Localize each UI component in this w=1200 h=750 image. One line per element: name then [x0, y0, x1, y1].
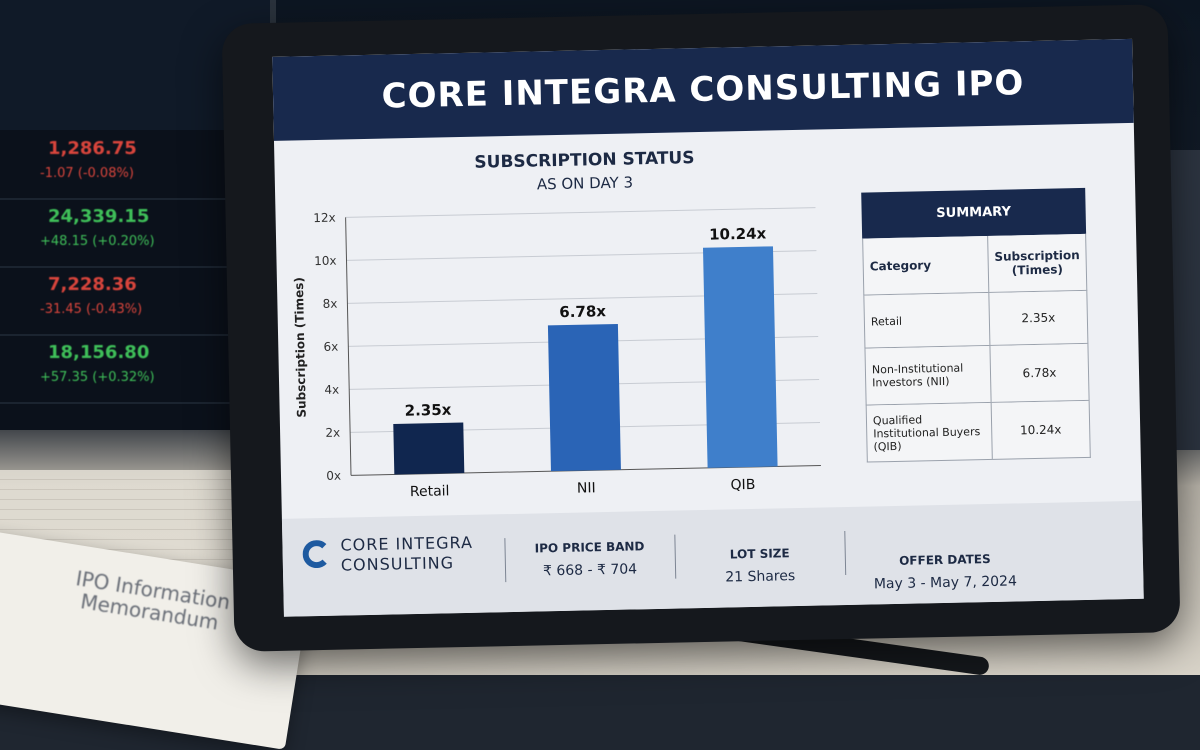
ticker-row: 24,339.15 +48.15 (+0.20%)	[0, 200, 270, 268]
summary-header-category: Category	[863, 235, 990, 295]
chart-subtitle: AS ON DAY 3	[536, 173, 634, 194]
summary-category: Non-Institutional Investors (NII)	[865, 345, 992, 405]
company-name-line2: CONSULTING	[340, 553, 455, 575]
company-name-line1: CORE INTEGRA	[340, 532, 474, 555]
bar-qib	[702, 246, 778, 468]
lot-size-label: LOT SIZE	[729, 546, 790, 562]
y-tick-label: 6x	[323, 340, 338, 354]
ticker-price: 24,339.15	[48, 206, 150, 227]
y-tick-label: 8x	[323, 297, 338, 311]
bar-data-label: 2.35x	[404, 401, 451, 420]
subscription-bar-chart: 0x 2x 4x 6x 8x 10x 12x Subscription (Times) 2.35…	[292, 207, 821, 500]
bar-data-label: 6.78x	[559, 302, 606, 321]
ticker-row: 18,156.80 +57.35 (+0.32%)	[0, 336, 270, 404]
price-band-label: IPO PRICE BAND	[534, 539, 645, 556]
bar-nii	[547, 323, 621, 472]
summary-row: Retail 2.35x	[863, 290, 1089, 349]
summary-table: SUMMARY Category Subscription (Times) Re…	[861, 187, 1091, 463]
summary-category: Retail	[864, 292, 991, 348]
y-tick-label: 4x	[324, 383, 339, 397]
summary-header-row: Category Subscription (Times)	[862, 233, 1088, 296]
summary-header-subscription: Subscription (Times)	[994, 248, 1080, 278]
ticker-row: 7,228.36 -31.45 (-0.43%)	[0, 268, 270, 336]
price-band-value: ₹ 668 - ₹ 704	[542, 561, 638, 580]
x-tick-label: Retail	[410, 483, 450, 500]
ticker-price: 1,286.75	[48, 138, 137, 159]
summary-category: Qualified Institutional Buyers (QIB)	[866, 402, 993, 462]
tablet-screen: CORE INTEGRA CONSULTING IPO SUBSCRIPTION…	[272, 38, 1144, 617]
footer-divider	[844, 531, 847, 576]
footer-divider	[504, 538, 507, 583]
ticker-change: +57.35 (+0.32%)	[40, 370, 155, 385]
offer-dates-label: OFFER DATES	[898, 551, 991, 568]
bar-retail	[393, 422, 465, 475]
ticker-price: 7,228.36	[48, 274, 137, 295]
summary-row: Qualified Institutional Buyers (QIB) 10.…	[865, 400, 1091, 463]
footer-divider	[674, 534, 677, 579]
tablet-device: CORE INTEGRA CONSULTING IPO SUBSCRIPTION…	[221, 4, 1181, 652]
presentation-title: CORE INTEGRA CONSULTING IPO	[381, 63, 1025, 117]
y-axis-title: Subscription (Times)	[292, 277, 309, 418]
y-tick-label: 10x	[314, 254, 337, 268]
summary-value: 6.78x	[1022, 365, 1057, 381]
ticker-row: 1,286.75 -1.07 (-0.08%)	[0, 132, 270, 200]
title-banner: CORE INTEGRA CONSULTING IPO	[272, 38, 1134, 141]
ticker-change: -31.45 (-0.43%)	[40, 302, 143, 317]
ticker-change: +48.15 (+0.20%)	[40, 234, 155, 249]
chart-title: SUBSCRIPTION STATUS	[474, 148, 695, 173]
ipo-details-footer: CORE INTEGRA CONSULTING IPO PRICE BAND ₹…	[281, 500, 1144, 617]
memo-title: IPO Information Memorandum	[74, 566, 232, 635]
y-tick-label: 0x	[326, 469, 341, 483]
offer-dates-value: May 3 - May 7, 2024	[873, 573, 1018, 593]
x-tick-label: NII	[577, 480, 596, 496]
lot-size-value: 21 Shares	[725, 568, 796, 586]
x-tick-label: QIB	[730, 477, 755, 494]
ticker-change: -1.07 (-0.08%)	[40, 166, 134, 181]
y-axis	[345, 217, 352, 476]
bar-data-label: 10.24x	[709, 224, 767, 243]
summary-title: SUMMARY	[861, 187, 1087, 239]
ticker-price: 18,156.80	[48, 342, 150, 363]
company-logo-icon	[302, 539, 331, 569]
gridline	[345, 207, 816, 218]
summary-value: 10.24x	[1019, 422, 1062, 438]
summary-value: 2.35x	[1021, 310, 1056, 326]
y-tick-label: 12x	[313, 211, 336, 225]
summary-row: Non-Institutional Investors (NII) 6.78x	[864, 343, 1090, 406]
y-tick-label: 2x	[325, 426, 340, 440]
